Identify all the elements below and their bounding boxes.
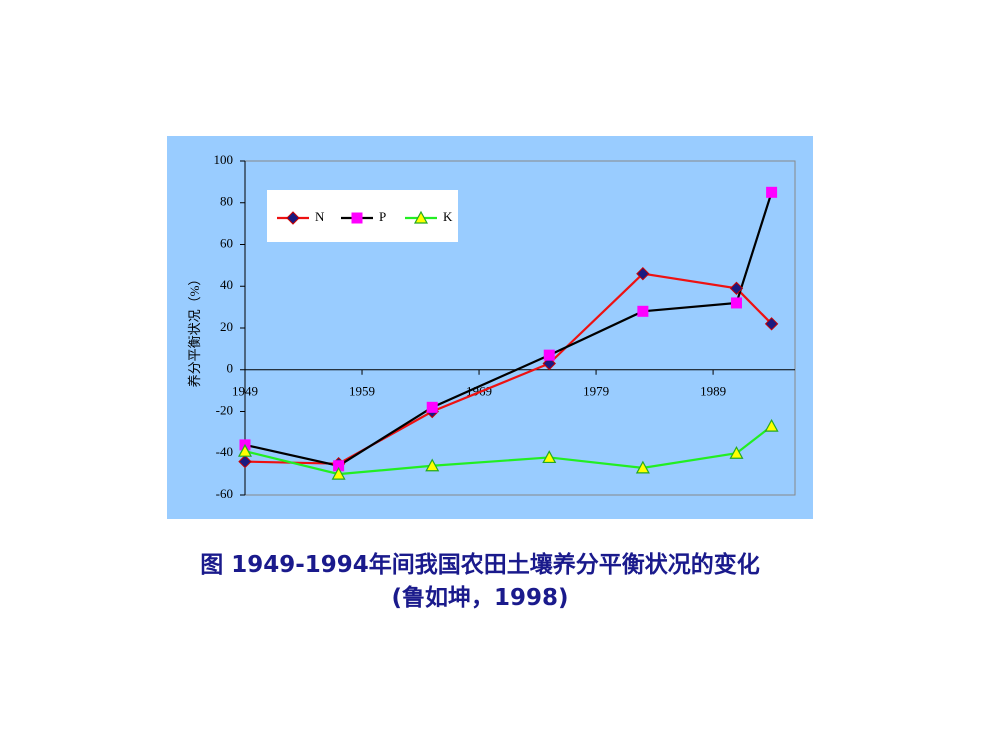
data-point bbox=[543, 349, 555, 361]
y-tick-label: 40 bbox=[220, 277, 233, 292]
y-tick-label: 20 bbox=[220, 319, 233, 334]
y-tick-label: 100 bbox=[214, 152, 234, 167]
legend-marker bbox=[413, 210, 429, 224]
data-point bbox=[764, 317, 779, 331]
data-point bbox=[730, 297, 742, 309]
legend-label: P bbox=[379, 209, 386, 224]
data-point bbox=[238, 454, 252, 469]
data-point bbox=[237, 443, 253, 457]
x-tick-label: 1989 bbox=[700, 384, 726, 399]
legend-marker bbox=[351, 212, 363, 224]
x-tick-label: 1949 bbox=[232, 384, 258, 399]
data-point bbox=[764, 418, 779, 432]
y-tick-label: -40 bbox=[216, 444, 233, 459]
data-point bbox=[729, 445, 744, 459]
y-tick-label: 60 bbox=[220, 235, 233, 250]
legend-label: N bbox=[315, 209, 325, 224]
data-point bbox=[331, 466, 346, 480]
x-tick-label: 1959 bbox=[349, 384, 375, 399]
data-point bbox=[636, 267, 650, 281]
caption-title: 图 1949-1994年间我国农田土壤养分平衡状况的变化 bbox=[200, 551, 760, 578]
y-tick-label: -60 bbox=[216, 486, 233, 501]
y-tick-label: -20 bbox=[216, 402, 233, 417]
y-axis-label: 养分平衡状况（%） bbox=[187, 273, 202, 388]
y-tick-label: 0 bbox=[227, 361, 234, 376]
data-point bbox=[635, 460, 650, 474]
y-tick-label: 80 bbox=[220, 194, 233, 209]
legend-marker bbox=[286, 211, 300, 225]
data-point bbox=[729, 281, 744, 296]
data-point bbox=[426, 401, 438, 413]
caption-source: (鲁如坤，1998) bbox=[391, 584, 568, 611]
data-point bbox=[637, 305, 649, 317]
data-point bbox=[542, 450, 557, 464]
data-point bbox=[333, 460, 345, 472]
data-point bbox=[425, 458, 440, 472]
data-point bbox=[766, 186, 778, 198]
legend-label: K bbox=[443, 209, 453, 224]
x-tick-label: 1979 bbox=[583, 384, 609, 399]
